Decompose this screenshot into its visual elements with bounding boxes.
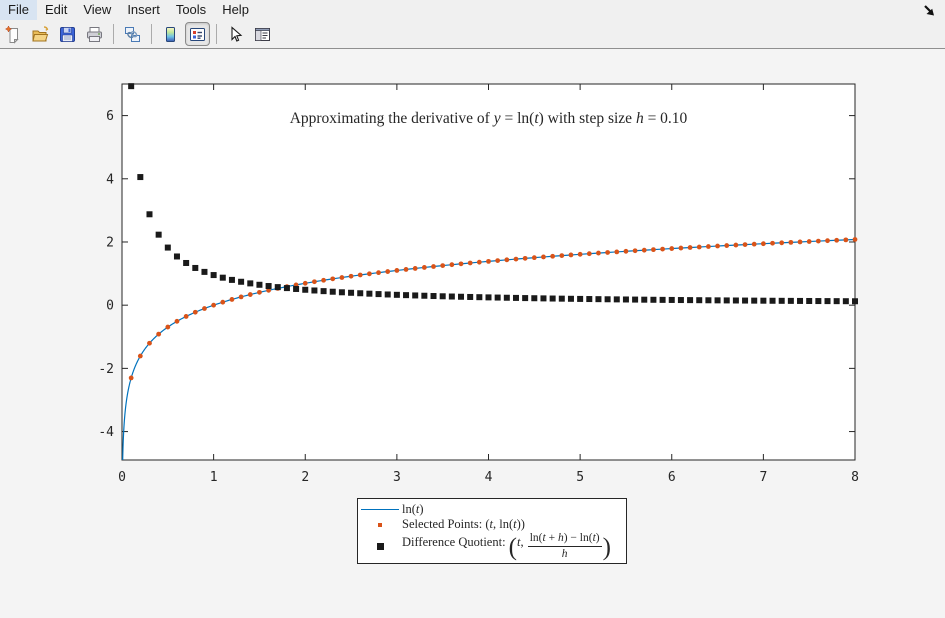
difference-quotient-points — [128, 83, 858, 305]
x-tick-label: 5 — [576, 470, 584, 485]
pointer-icon[interactable] — [223, 22, 248, 46]
x-tick-label: 1 — [210, 470, 218, 485]
mouse-cursor-arrow-se-icon — [920, 2, 938, 25]
toolbar-separator — [216, 24, 217, 44]
legend-square-sample — [376, 542, 384, 550]
link-icon[interactable] — [120, 22, 145, 46]
menu-insert[interactable]: Insert — [127, 2, 160, 17]
y-tick-label: 4 — [106, 172, 114, 187]
x-tick-label: 6 — [668, 470, 676, 485]
plot-title: Approximating the derivative of y = ln(t… — [289, 110, 688, 127]
legend-label: Difference Quotient: (t, ln(t + h) − ln(… — [402, 532, 611, 561]
x-tick-label: 8 — [851, 470, 859, 485]
figure-canvas: 0 1 2 3 4 5 6 7 8 -4 -2 0 2 4 6 Approximating the deri… — [0, 48, 945, 618]
x-tick-label: 0 — [118, 470, 126, 485]
legend-dot-sample — [378, 522, 382, 527]
print-icon[interactable] — [82, 22, 107, 46]
legend-label: ln(t) — [402, 502, 424, 516]
save-icon[interactable] — [55, 22, 80, 46]
x-tick-label: 3 — [393, 470, 401, 485]
legend-toggle-icon[interactable] — [185, 22, 210, 46]
menu-help[interactable]: Help — [222, 2, 249, 17]
x-tick-label: 2 — [301, 470, 309, 485]
menu-file[interactable]: File — [0, 0, 37, 20]
y-tick-label: 0 — [106, 299, 114, 314]
toolbar — [0, 20, 945, 49]
x-tick-label: 7 — [759, 470, 767, 485]
toolbar-separator — [151, 24, 152, 44]
open-folder-icon[interactable] — [28, 22, 53, 46]
menu-edit[interactable]: Edit — [44, 2, 68, 17]
legend-entry-selected-points: Selected Points: (t, ln(t)) — [358, 517, 626, 532]
y-tick-label: 2 — [106, 235, 114, 250]
legend-entry-difference-quotient: Difference Quotient: (t, ln(t + h) − ln(… — [358, 532, 626, 560]
y-tick-label: -2 — [98, 362, 114, 377]
legend-entry-ln: ln(t) — [358, 502, 626, 517]
legend-fraction: ln(t + h) − ln(t) h — [527, 532, 602, 560]
y-tick-label: -4 — [98, 425, 114, 440]
menubar: File Edit View Insert Tools Help — [0, 0, 945, 20]
properties-panel-icon[interactable] — [250, 22, 275, 46]
axes-box[interactable] — [121, 83, 856, 461]
toolbar-separator — [113, 24, 114, 44]
plot-area[interactable]: 0 1 2 3 4 5 6 7 8 -4 -2 0 2 4 6 — [0, 48, 945, 618]
legend-box[interactable]: ln(t) Selected Points: (t, ln(t)) Differ… — [357, 498, 627, 564]
legend-line-sample — [361, 509, 399, 510]
y-tick-label: 6 — [106, 109, 114, 124]
menu-tools[interactable]: Tools — [175, 2, 207, 17]
legend-label: Selected Points: (t, ln(t)) — [402, 517, 525, 531]
axes-ticks: 0 1 2 3 4 5 6 7 8 -4 -2 0 2 4 6 — [98, 84, 859, 485]
menu-view[interactable]: View — [83, 2, 112, 17]
x-tick-label: 4 — [485, 470, 493, 485]
selected-points — [128, 237, 858, 381]
new-document-icon[interactable] — [1, 22, 26, 46]
colormap-icon[interactable] — [158, 22, 183, 46]
